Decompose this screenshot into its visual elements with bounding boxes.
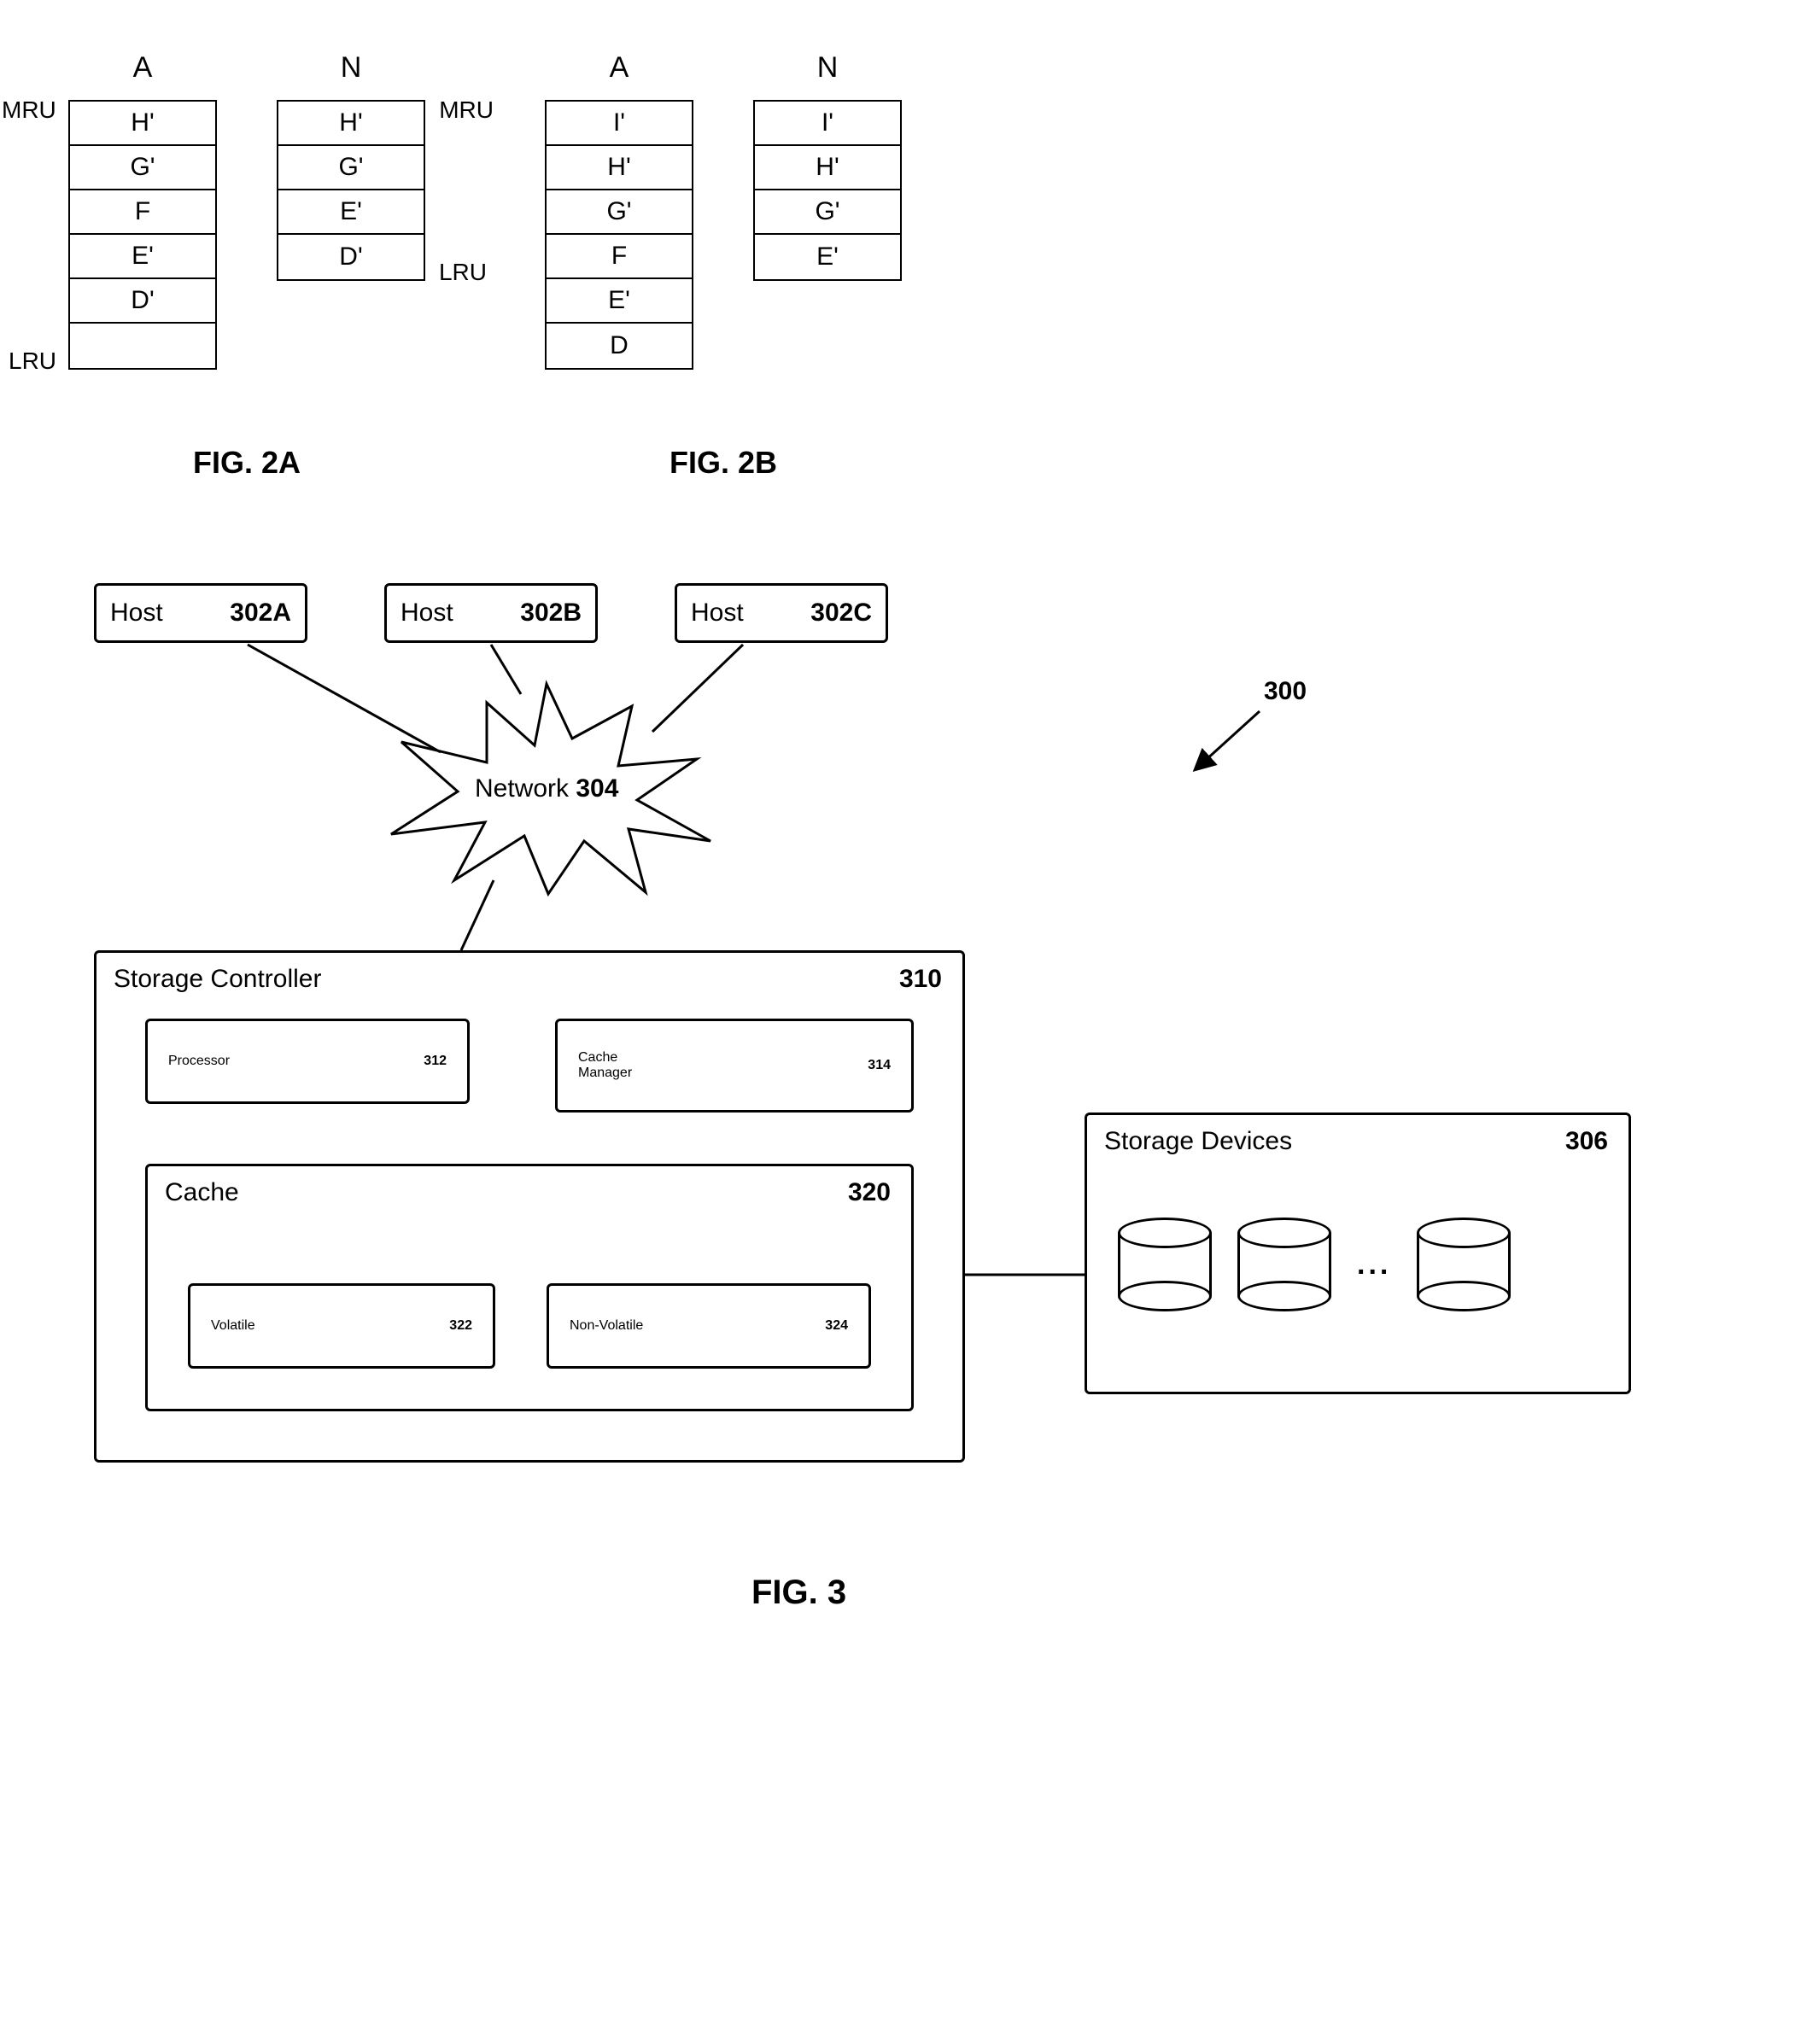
network-label: Network 304 [475,774,618,803]
host-ref: 302C [810,599,872,628]
cache-cell: G' [547,190,692,235]
cache-stack: H' G' E' D' [277,100,425,281]
cache-stack: I' H' G' F E' D [545,100,693,370]
controller-label: Storage Controller [114,965,321,994]
host-box: Host 302A [94,583,307,643]
cache-cell: D' [278,235,424,279]
fig2a-stack-n-wrap: N MRU H' G' E' D' LRU [277,51,425,370]
cache-cell: E' [547,279,692,324]
lru-label: LRU [9,347,56,375]
cache-cell: F [547,235,692,279]
cache-cell: F [70,190,215,235]
host-ref: 302A [230,599,291,628]
stack-outer: I' H' G' E' [753,100,902,281]
cache-cell: G' [70,146,215,190]
host-label: Host [110,599,163,628]
fig2-row: A MRU H' G' F E' D' LRU [68,51,1733,481]
disk-icon [1417,1218,1511,1311]
fig-caption: FIG. 2B [670,445,777,481]
fig2b-group: A I' H' G' F E' D N [545,51,902,481]
cache-cell: D' [70,279,215,324]
cache-cell: I' [547,102,692,146]
cache-cell [70,324,215,368]
cache-cell: E' [70,235,215,279]
cache-stack: H' G' F E' D' [68,100,217,370]
fig3-caption: FIG. 3 [751,1574,846,1612]
fig2a-group: A MRU H' G' F E' D' LRU [68,51,425,481]
ellipsis: ... [1357,1248,1391,1282]
cache-label: Cache [165,1178,239,1207]
disk-icon [1118,1218,1212,1311]
nonvolatile-ref: 324 [825,1318,848,1334]
fig-caption: FIG. 2A [193,445,301,481]
nonvolatile-label: Non-Volatile [570,1318,643,1334]
cache-cell: H' [70,102,215,146]
storage-devices-label: Storage Devices [1104,1127,1292,1156]
processor-box: Processor 312 [145,1019,470,1104]
fig2a-pair: A MRU H' G' F E' D' LRU [68,51,425,370]
fig2-section: A MRU H' G' F E' D' LRU [68,51,1733,481]
stack-outer: MRU H' G' E' D' LRU [277,100,425,281]
network-burst: Network 304 [376,677,717,899]
cache-manager-box: Cache Manager 314 [555,1019,914,1113]
network-text: Network [475,774,569,803]
fig3-section: Host 302A Host 302B Host 302C 300 Networ… [68,583,1691,1650]
fig2b-stack-a-wrap: A I' H' G' F E' D [545,51,693,370]
mru-label: MRU [2,96,56,124]
nonvolatile-box: Non-Volatile 324 [547,1283,871,1369]
stack-header: A [133,51,153,85]
cache-manager-ref: 314 [868,1058,891,1073]
disk-icon [1237,1218,1331,1311]
cache-cell: G' [755,190,900,235]
cache-cell: G' [278,146,424,190]
fig2b-stack-n-wrap: N I' H' G' E' [753,51,902,370]
host-ref: 302B [520,599,582,628]
host-label: Host [401,599,453,628]
stack-outer: MRU H' G' F E' D' LRU [68,100,217,370]
cache-stack: I' H' G' E' [753,100,902,281]
volatile-box: Volatile 322 [188,1283,495,1369]
cylinder-row: ... [1118,1218,1511,1311]
volatile-ref: 322 [449,1318,472,1334]
host-label: Host [691,599,744,628]
cache-cell: H' [755,146,900,190]
stack-header: A [610,51,629,85]
storage-devices-ref: 306 [1565,1127,1608,1156]
fig2a-stack-a-wrap: A MRU H' G' F E' D' LRU [68,51,217,370]
stack-outer: I' H' G' F E' D [545,100,693,370]
processor-ref: 312 [424,1054,447,1069]
fig2b-pair: A I' H' G' F E' D N [545,51,902,370]
stack-header: N [341,51,362,85]
cache-cell: D [547,324,692,368]
cache-cell: E' [755,235,900,279]
cache-ref: 320 [848,1178,891,1207]
cache-cell: E' [278,190,424,235]
volatile-label: Volatile [211,1318,255,1334]
network-ref: 304 [576,774,618,803]
host-box: Host 302B [384,583,598,643]
system-ref: 300 [1264,677,1307,706]
cache-manager-label: Cache Manager [578,1050,632,1082]
processor-label: Processor [168,1054,230,1069]
cache-cell: H' [547,146,692,190]
lru-label: LRU [439,259,487,286]
host-box: Host 302C [675,583,888,643]
cache-cell: I' [755,102,900,146]
stack-header: N [817,51,839,85]
controller-ref: 310 [899,965,942,994]
storage-devices-box: Storage Devices 306 ... [1085,1113,1631,1394]
cache-cell: H' [278,102,424,146]
mru-label: MRU [439,96,494,124]
